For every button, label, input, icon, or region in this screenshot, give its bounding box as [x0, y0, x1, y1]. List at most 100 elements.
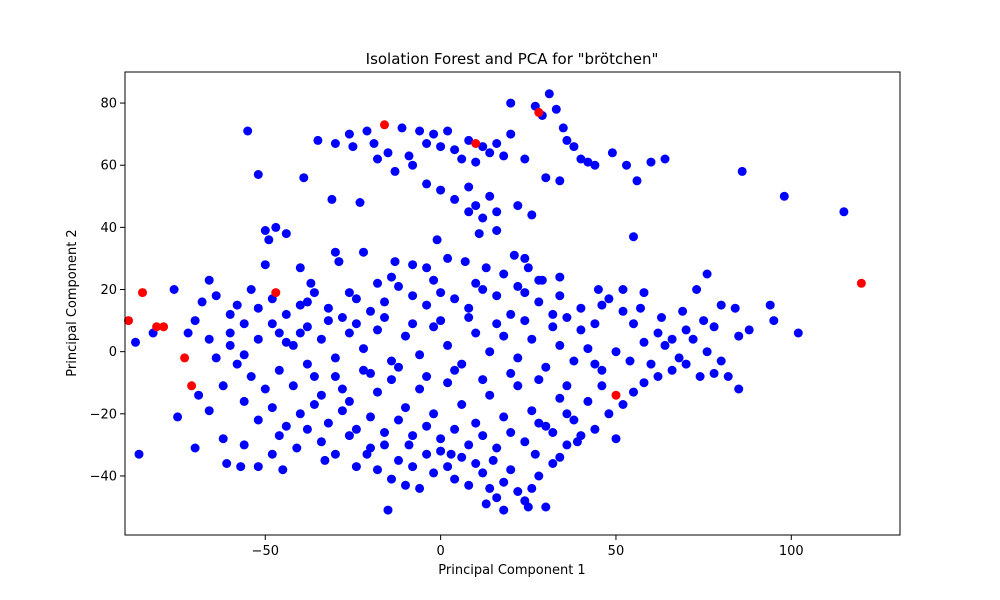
data-point [183, 328, 193, 338]
data-point [281, 229, 291, 239]
data-point [464, 480, 474, 490]
data-point [674, 353, 684, 363]
data-point [316, 334, 326, 344]
data-point [702, 347, 712, 357]
data-point [457, 400, 467, 409]
x-tick-label: 100 [779, 544, 804, 559]
data-point [436, 446, 446, 456]
data-point [639, 337, 649, 347]
data-point [471, 278, 481, 288]
data-point [520, 316, 530, 326]
data-point [211, 291, 221, 301]
data-point [569, 356, 579, 366]
data-point [204, 275, 214, 285]
data-point [636, 303, 645, 313]
data-point [839, 207, 849, 217]
data-point [471, 328, 481, 338]
data-point [464, 182, 474, 192]
data-point [548, 309, 558, 319]
data-point [590, 359, 600, 369]
data-point [450, 474, 460, 484]
data-point [253, 415, 263, 425]
data-point [422, 179, 432, 189]
data-point [408, 260, 418, 270]
data-point [211, 353, 221, 363]
data-point [422, 139, 432, 148]
data-point [576, 154, 586, 164]
data-point [194, 390, 204, 400]
data-point [253, 462, 263, 472]
data-point [225, 340, 235, 350]
data-point [548, 459, 558, 468]
data-point [394, 455, 403, 465]
data-point [629, 319, 638, 329]
data-point [590, 424, 600, 434]
data-point [295, 300, 305, 310]
data-point [534, 375, 544, 385]
data-point [394, 362, 403, 372]
data-point [401, 331, 410, 341]
data-point [583, 157, 593, 167]
data-point [159, 322, 169, 332]
data-point [513, 201, 523, 211]
data-point [618, 306, 628, 316]
data-point [373, 325, 382, 335]
data-point [415, 384, 425, 394]
data-point [590, 160, 600, 170]
data-point [562, 440, 572, 450]
data-point [583, 344, 593, 354]
data-point [359, 365, 368, 375]
data-point [555, 272, 565, 282]
data-point [562, 381, 572, 391]
data-point [611, 434, 621, 444]
data-point [344, 396, 354, 406]
data-point [488, 455, 498, 465]
data-point [688, 334, 698, 344]
data-point [422, 449, 432, 459]
data-point [534, 471, 544, 481]
data-point [499, 151, 509, 161]
data-point [295, 263, 305, 273]
data-point [692, 285, 702, 294]
data-point [593, 285, 603, 294]
x-axis-label: Principal Component 1 [438, 563, 585, 578]
data-point [709, 368, 719, 378]
data-point [366, 368, 375, 378]
data-point [344, 328, 354, 338]
data-point [429, 129, 439, 139]
data-point [246, 285, 256, 294]
data-point [302, 322, 312, 332]
data-point [509, 250, 519, 260]
y-axis-label: Principal Component 2 [65, 229, 80, 376]
data-point [523, 263, 533, 273]
data-point [499, 505, 509, 515]
data-point [274, 431, 284, 441]
data-point [555, 393, 565, 403]
data-point [362, 449, 372, 459]
y-tick-label: 40 [100, 221, 117, 236]
data-point [527, 406, 537, 416]
data-point [478, 431, 488, 441]
data-point [344, 431, 354, 441]
y-tick-label: −40 [90, 469, 117, 484]
data-point [415, 126, 425, 136]
data-point [681, 325, 691, 335]
data-point [639, 378, 649, 388]
data-point [334, 257, 344, 267]
data-point [541, 173, 551, 183]
data-point [288, 340, 298, 350]
data-point [471, 201, 481, 211]
data-point [366, 412, 375, 422]
data-point [253, 334, 263, 344]
data-point [271, 222, 281, 232]
data-point [397, 123, 407, 133]
data-point [313, 135, 323, 145]
data-point [478, 468, 488, 478]
data-point [316, 390, 326, 400]
data-point [204, 334, 214, 344]
data-point [422, 300, 432, 310]
data-point [450, 145, 460, 155]
data-point [618, 285, 628, 294]
data-point [373, 465, 382, 475]
